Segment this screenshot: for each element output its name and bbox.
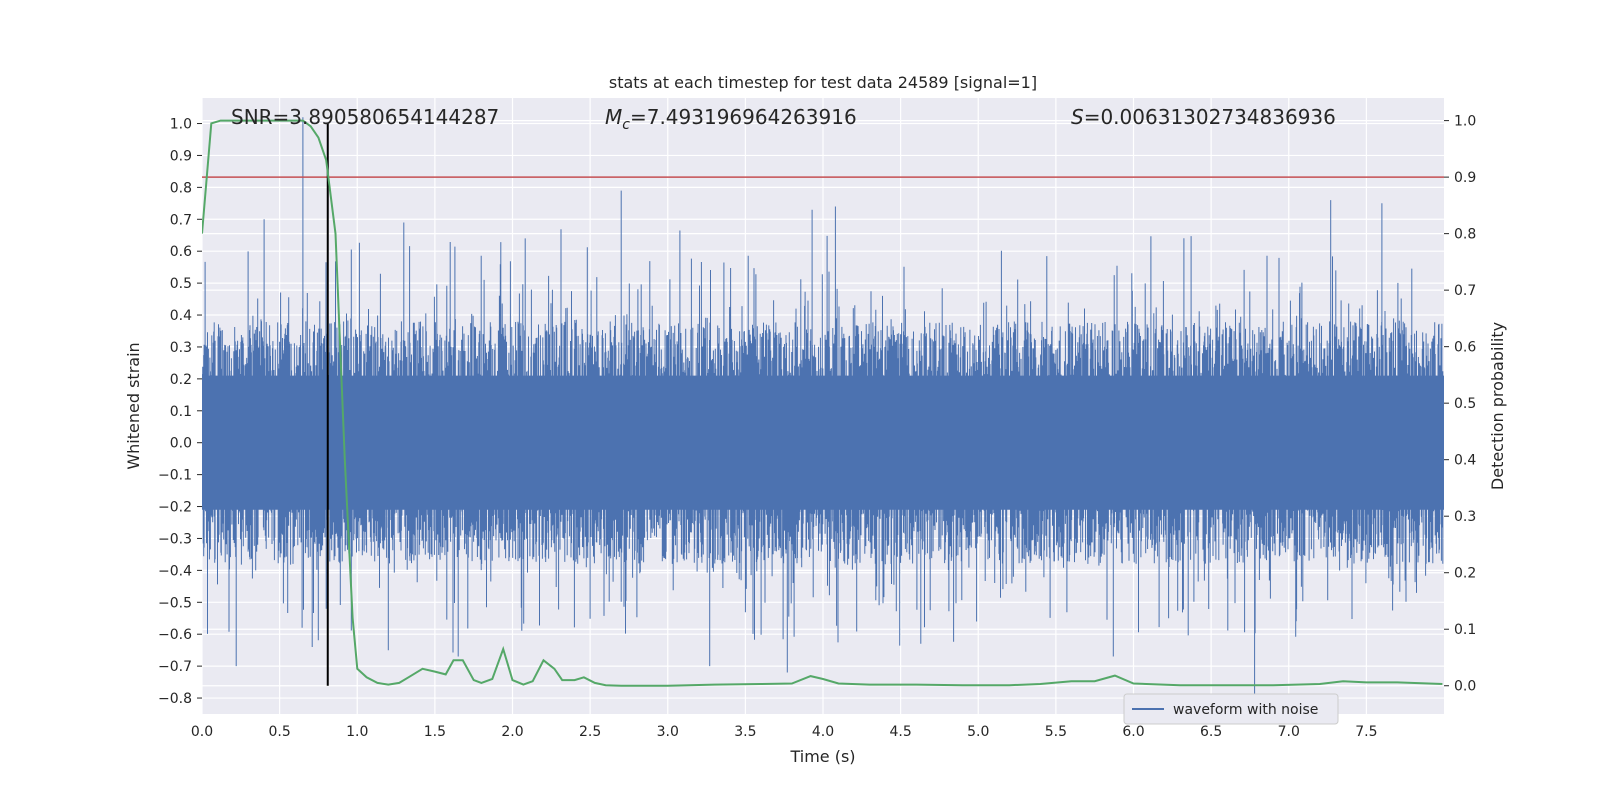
y-tick-label: 0.1 — [170, 404, 192, 420]
x-tick-label: 3.0 — [657, 724, 679, 740]
y2-tick-label: 0.0 — [1454, 679, 1476, 695]
y-tick-label: 0.2 — [170, 372, 192, 388]
s-annotation: S=0.00631302734836936 — [1071, 105, 1336, 129]
y-tick-label: 0.7 — [170, 212, 192, 228]
y-tick-label: 0.0 — [170, 436, 192, 452]
waveform-core-band — [202, 375, 1444, 510]
y-tick-label: 0.5 — [170, 276, 192, 292]
x-tick-label: 0.5 — [268, 724, 290, 740]
y2-tick-label: 0.5 — [1454, 396, 1476, 412]
x-tick-label: 3.5 — [734, 724, 756, 740]
y2-tick-label: 0.3 — [1454, 509, 1476, 525]
legend-box — [1123, 693, 1339, 725]
x-tick-label: 5.0 — [967, 724, 989, 740]
x-tick-label: 4.5 — [889, 724, 911, 740]
y-tick-label: −0.5 — [158, 595, 192, 611]
y-tick-label: −0.3 — [158, 531, 192, 547]
x-tick-label: 2.5 — [579, 724, 601, 740]
y2-tick-label: 0.8 — [1454, 227, 1476, 243]
snr-annotation: SNR=3.890580654144287 — [231, 105, 499, 129]
y-tick-label: 1.0 — [170, 117, 192, 133]
y2-tick-label: 0.1 — [1454, 622, 1476, 638]
chirp-mass-annotation: Mc=7.493196964263916 — [605, 105, 857, 133]
x-tick-label: 2.0 — [501, 724, 523, 740]
chirp-mass-symbol: M — [605, 105, 622, 129]
y2-tick-label: 0.7 — [1454, 283, 1476, 299]
x-tick-label: 6.5 — [1200, 724, 1222, 740]
x-tick-label: 1.0 — [346, 724, 368, 740]
y-tick-labels: 1.0 0.9 0.8 0.7 0.6 0.5 0.4 0.3 0.2 0.1 0.0 −0.1 −0.… — [158, 117, 202, 707]
y-tick-label: 0.6 — [170, 244, 192, 260]
y2-tick-label: 0.9 — [1454, 170, 1476, 186]
x-tick-label: 7.0 — [1278, 724, 1300, 740]
probability-series — [202, 119, 1443, 687]
y-tick-label: −0.2 — [158, 500, 192, 516]
y2-axis-label: Detection probability — [1488, 322, 1507, 490]
y2-tick-label: 0.4 — [1454, 453, 1476, 469]
y2-tick-labels: 1.0 0.9 0.8 0.7 0.6 0.5 0.4 0.3 0.2 0.1 0.0 — [1444, 114, 1476, 695]
x-tick-label: 5.5 — [1045, 724, 1067, 740]
x-tick-label: 0.0 — [191, 724, 213, 740]
y-tick-label: 0.9 — [170, 148, 192, 164]
x-tick-label: 4.0 — [812, 724, 834, 740]
y2-tick-label: 0.2 — [1454, 566, 1476, 582]
y2-tick-label: 0.6 — [1454, 340, 1476, 356]
s-value: =0.00631302734836936 — [1084, 105, 1336, 129]
y-tick-label: 0.4 — [170, 308, 192, 324]
y-tick-label: 0.3 — [170, 340, 192, 356]
x-tick-labels: 0.0 0.5 1.0 1.5 2.0 2.5 3.0 3.5 4.0 4.5 5.0 5.5 6.0 6… — [191, 724, 1378, 740]
y-tick-label: −0.4 — [158, 563, 192, 579]
y-tick-label: 0.8 — [170, 180, 192, 196]
y-tick-label: −0.6 — [158, 627, 192, 643]
y-axis-label: Whitened strain — [124, 342, 143, 469]
y-tick-label: −0.1 — [158, 468, 192, 484]
x-tick-label: 7.5 — [1355, 724, 1377, 740]
x-tick-label: 1.5 — [424, 724, 446, 740]
chart-title: stats at each timestep for test data 245… — [609, 73, 1037, 92]
chirp-mass-value: =7.493196964263916 — [630, 105, 857, 129]
chirp-mass-subscript: c — [622, 117, 630, 133]
legend: waveform with noise — [1123, 693, 1339, 725]
y-tick-label: −0.7 — [158, 659, 192, 675]
legend-label: waveform with noise — [1173, 702, 1318, 718]
x-axis-label: Time (s) — [789, 747, 855, 766]
y2-tick-label: 1.0 — [1454, 114, 1476, 130]
s-symbol: S — [1071, 105, 1084, 129]
x-tick-label: 6.0 — [1122, 724, 1144, 740]
y-tick-label: −0.8 — [158, 691, 192, 707]
